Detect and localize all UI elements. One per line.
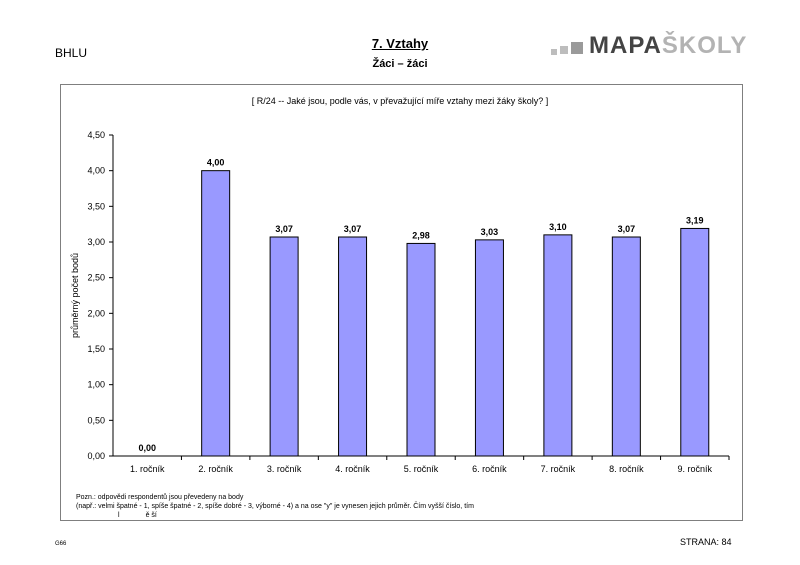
data-label: 0,00	[138, 443, 156, 453]
section-title: 7. Vztahy	[371, 36, 429, 51]
x-tick-label: 8. ročník	[609, 464, 644, 474]
data-label: 3,07	[344, 224, 362, 234]
logo-square	[560, 46, 568, 54]
y-tick-label: 1,50	[87, 344, 105, 354]
footnote-line-2: (např.: velmi špatné - 1, spíše špatné -…	[76, 503, 474, 510]
bar	[543, 234, 573, 457]
section-subtitle: Žáci – žáci	[372, 58, 428, 70]
bar	[611, 236, 641, 457]
y-tick-label: 3,50	[87, 201, 105, 211]
page-number: STRANA: 84	[680, 537, 732, 547]
footnote-line-3: l ě ší	[76, 511, 474, 520]
bar	[201, 170, 231, 457]
logo-text-skoly: ŠKOLY	[661, 32, 748, 59]
footnote-line-1: Pozn.: odpovědi respondentů jsou převede…	[76, 494, 244, 501]
bar	[269, 236, 299, 457]
chart-frame	[60, 84, 743, 521]
logo-square	[551, 49, 557, 55]
y-tick-label: 0,00	[87, 451, 105, 461]
x-tick-label: 2. ročník	[198, 464, 233, 474]
x-tick-label: 4. ročník	[335, 464, 370, 474]
data-label: 3,10	[549, 222, 567, 232]
data-label: 2,98	[412, 230, 430, 240]
x-tick-label: 6. ročník	[472, 464, 507, 474]
x-tick-label: 9. ročník	[678, 464, 713, 474]
bar	[406, 242, 436, 457]
x-tick-label: 3. ročník	[267, 464, 302, 474]
page-code: G66	[55, 541, 67, 547]
data-label: 3,07	[275, 224, 293, 234]
bar	[680, 227, 710, 457]
y-tick-label: 2,00	[87, 308, 105, 318]
data-label: 3,07	[618, 224, 636, 234]
y-axis-label: průměrný počet bodů	[70, 253, 80, 338]
logo-text: MAPAŠKOLY	[589, 32, 747, 60]
mapa-skoly-logo: MAPAŠKOLY	[551, 32, 746, 62]
logo-square	[571, 42, 583, 54]
school-code: BHLU	[55, 46, 88, 60]
y-tick-label: 4,00	[87, 166, 105, 176]
logo-text-mapa: MAPA	[589, 32, 662, 59]
chart-title: [ R/24 -- Jaké jsou, podle vás, v převaž…	[251, 96, 549, 106]
x-tick-label: 1. ročník	[130, 464, 165, 474]
y-tick-label: 4,50	[87, 130, 105, 140]
data-label: 3,19	[686, 215, 704, 225]
y-tick-label: 0,50	[87, 415, 105, 425]
y-tick-label: 2,50	[87, 273, 105, 283]
data-label: 4,00	[207, 158, 225, 168]
footnote-fragment-2: ě ší	[145, 512, 157, 519]
bar	[474, 239, 504, 457]
x-tick-label: 5. ročník	[404, 464, 439, 474]
x-tick-label: 7. ročník	[541, 464, 576, 474]
footnote-fragment-1: l	[118, 512, 120, 519]
y-tick-label: 3,00	[87, 237, 105, 247]
footnote: Pozn.: odpovědi respondentů jsou převede…	[76, 493, 474, 520]
bar	[338, 236, 368, 457]
data-label: 3,03	[481, 227, 499, 237]
y-tick-label: 1,00	[87, 380, 105, 390]
